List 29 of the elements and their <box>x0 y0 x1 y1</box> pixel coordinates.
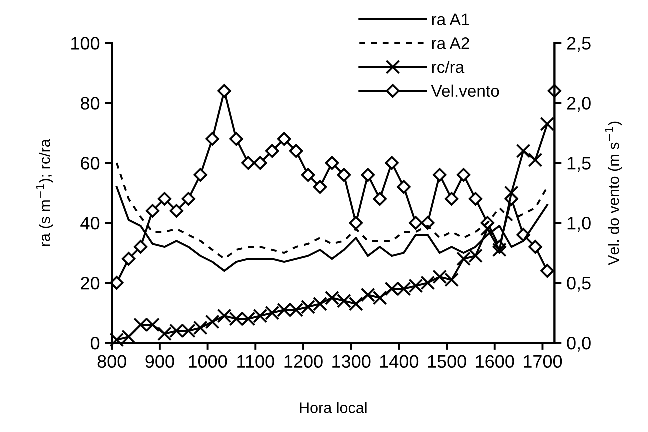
y2-tick-label: 2,0 <box>567 97 591 112</box>
y-tick-label: 0 <box>90 336 100 350</box>
x-tick-label: 800 <box>98 355 126 368</box>
y-axis-title: ra (s m$^{−1}$); rc/ra <box>36 139 54 246</box>
y2-tick-label: 0,5 <box>567 276 591 292</box>
x-tick-label: 1300 <box>332 355 371 368</box>
x-tick-label: 900 <box>146 355 174 368</box>
x-tick-label: 1400 <box>380 355 419 368</box>
legend-label: ra A1 <box>432 14 470 26</box>
y-tick-label: 100 <box>72 37 100 50</box>
y2-tick-label: 1,5 <box>568 157 591 172</box>
legend-label: rc/ra <box>432 60 465 74</box>
legend-label: ra A2 <box>432 38 470 50</box>
x-tick-label: 1700 <box>524 355 562 368</box>
y2-tick-label: 1,0 <box>568 217 591 232</box>
y2-axis-title: Vel. do vento (m s$^{−1}$) <box>605 122 622 266</box>
y2-tick-label: 2,5 <box>567 37 591 52</box>
x-tick-label: 1500 <box>428 355 466 368</box>
x-axis-title: Hora local <box>300 402 367 414</box>
x-tick-label: 1100 <box>238 355 274 368</box>
y-tick-label: 20 <box>81 276 100 290</box>
x-tick-label: 1200 <box>284 355 323 368</box>
y-tick-label: 60 <box>81 157 100 170</box>
y-tick-label: 40 <box>80 217 100 230</box>
y2-tick-label: 0,0 <box>567 336 591 352</box>
x-tick-label: 1000 <box>189 355 228 368</box>
y-tick-label: 80 <box>81 97 100 110</box>
legend-label: Vel.vento <box>431 84 500 98</box>
x-tick-label: 1600 <box>476 355 514 368</box>
